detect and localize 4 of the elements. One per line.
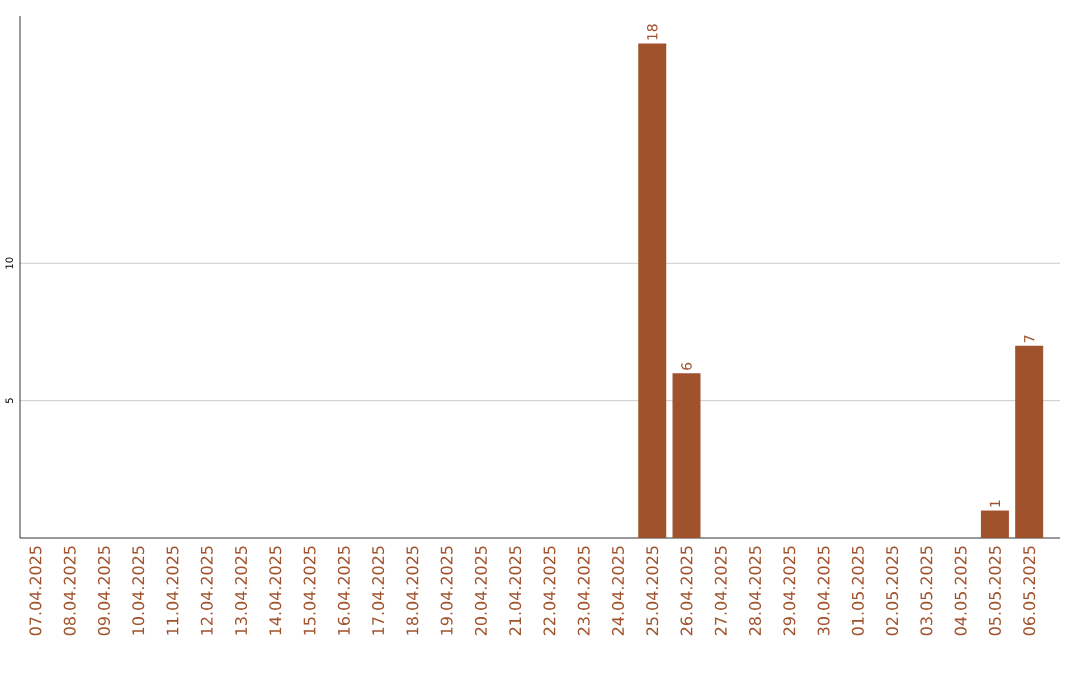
bar: [980, 510, 1009, 538]
bar: [1015, 345, 1044, 538]
bar: [672, 373, 701, 538]
bar: [638, 43, 667, 538]
